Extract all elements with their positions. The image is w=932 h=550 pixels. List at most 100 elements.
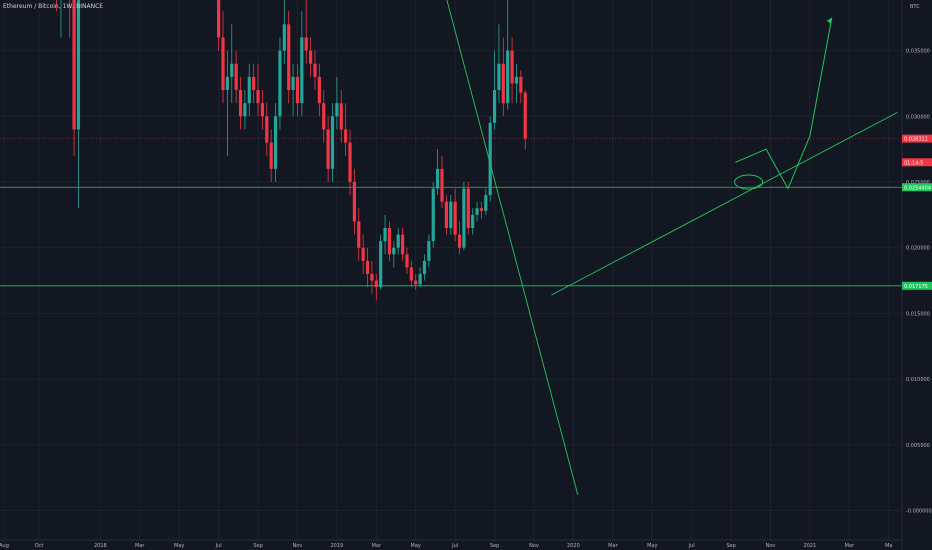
- y-tick-label: 0.035000: [906, 49, 930, 55]
- candle-body: [400, 234, 405, 255]
- candle-body: [278, 50, 282, 117]
- candle-body: [76, 0, 81, 130]
- x-tick-label: Mar: [372, 543, 382, 549]
- candle-body: [361, 247, 365, 261]
- candle-body: [431, 188, 435, 242]
- candle-body: [475, 208, 479, 215]
- price-axis[interactable]: 0.0750000.0700000.0650000.0600000.055000…: [901, 0, 932, 550]
- candle-body: [427, 241, 431, 261]
- candle-body: [256, 90, 260, 104]
- x-tick-label: Sep: [490, 543, 499, 549]
- candle-body: [510, 50, 514, 84]
- candle-body: [457, 234, 462, 248]
- x-tick-label: Nov: [293, 543, 303, 549]
- x-tick-label: 2021: [804, 543, 817, 549]
- current-price-label: 0.028311: [904, 137, 928, 143]
- x-tick-label: Nov: [529, 543, 539, 549]
- candle-body: [501, 63, 505, 104]
- candle-body: [287, 24, 291, 91]
- candle-body: [383, 227, 387, 242]
- candle-body: [322, 103, 326, 130]
- candle-body: [396, 234, 400, 248]
- candle-body: [348, 142, 352, 182]
- level-price-tag: [902, 281, 932, 290]
- x-tick-label: Ma: [885, 543, 892, 549]
- candle-body: [291, 76, 295, 91]
- candle-body: [238, 90, 243, 117]
- candle-body: [422, 260, 427, 274]
- candle-body: [462, 188, 466, 248]
- trend-drawings[interactable]: [227, 0, 898, 495]
- projection-path: [735, 17, 833, 190]
- x-tick-label: Jul: [688, 543, 695, 549]
- candlestick-series: [56, 0, 527, 301]
- candle-body: [449, 201, 453, 228]
- current-price-label: 01:14:5: [904, 160, 923, 166]
- x-tick-label: Mar: [845, 543, 855, 549]
- candle-body: [519, 76, 523, 93]
- current-price-tag: [902, 158, 932, 167]
- y-tick-label: 0.030000: [906, 114, 930, 120]
- candle-body: [514, 76, 519, 84]
- candle-body: [335, 103, 339, 117]
- x-tick-label: 2018: [94, 543, 107, 549]
- x-tick-label: 2020: [567, 543, 580, 549]
- x-tick-label: Jul: [215, 543, 222, 549]
- candle-body: [339, 103, 343, 130]
- candle-body: [225, 76, 229, 91]
- candle-body: [506, 50, 510, 104]
- candle-body: [252, 76, 256, 91]
- candle-body: [444, 201, 448, 228]
- support-highlight-ellipse: [734, 174, 764, 190]
- chart-title: Ethereum / Bitcoin, 1W, BINANCE: [3, 3, 103, 10]
- candle-body: [221, 37, 225, 91]
- horizontal-levels[interactable]: [0, 0, 902, 287]
- candle-body: [295, 76, 300, 104]
- candle-body: [365, 260, 370, 274]
- x-tick-label: Aug: [0, 543, 9, 549]
- candle-body: [269, 142, 273, 169]
- candle-body: [492, 90, 497, 123]
- x-tick-label: May: [647, 543, 657, 549]
- y-tick-label: 0.020000: [906, 246, 930, 252]
- candle-body: [217, 0, 221, 38]
- candle-body: [243, 103, 247, 117]
- candle-body: [304, 37, 308, 51]
- candle-body: [247, 76, 251, 104]
- candle-body: [387, 227, 392, 255]
- currency-label: BTC: [910, 4, 920, 10]
- time-axis[interactable]: Aug Oct 2018 Mar May Jul Sep Nov 2019 Mar May Jul Se…: [0, 539, 902, 549]
- candle-body: [260, 103, 265, 117]
- candle-body: [230, 63, 234, 77]
- x-tick-label: Jul: [451, 543, 458, 549]
- x-tick-label: Mar: [135, 543, 145, 549]
- candle-body: [523, 92, 527, 139]
- downtrend-line: [446, 0, 579, 495]
- candle-body: [330, 116, 335, 169]
- candle-body: [300, 37, 304, 104]
- candle-body: [273, 116, 278, 169]
- candle-body: [479, 208, 484, 211]
- candle-body: [440, 168, 444, 202]
- candle-body: [326, 129, 330, 169]
- candle-body: [488, 122, 492, 196]
- candle-body: [72, 0, 76, 130]
- uptrend-line: [551, 111, 898, 296]
- candle-body: [409, 267, 413, 281]
- x-tick-label: Oct: [35, 543, 44, 549]
- level-price-tag: [902, 183, 932, 192]
- candle-body: [352, 182, 356, 222]
- candle-body: [471, 214, 475, 228]
- candle-body: [374, 280, 378, 288]
- y-tick-label: 0.010000: [906, 377, 930, 383]
- candle-body: [453, 201, 457, 235]
- candle-body: [418, 273, 422, 285]
- candle-body: [234, 63, 238, 91]
- candle-body: [379, 241, 383, 288]
- level-price-label: 0.0254404: [904, 185, 931, 191]
- candle-body: [497, 63, 501, 91]
